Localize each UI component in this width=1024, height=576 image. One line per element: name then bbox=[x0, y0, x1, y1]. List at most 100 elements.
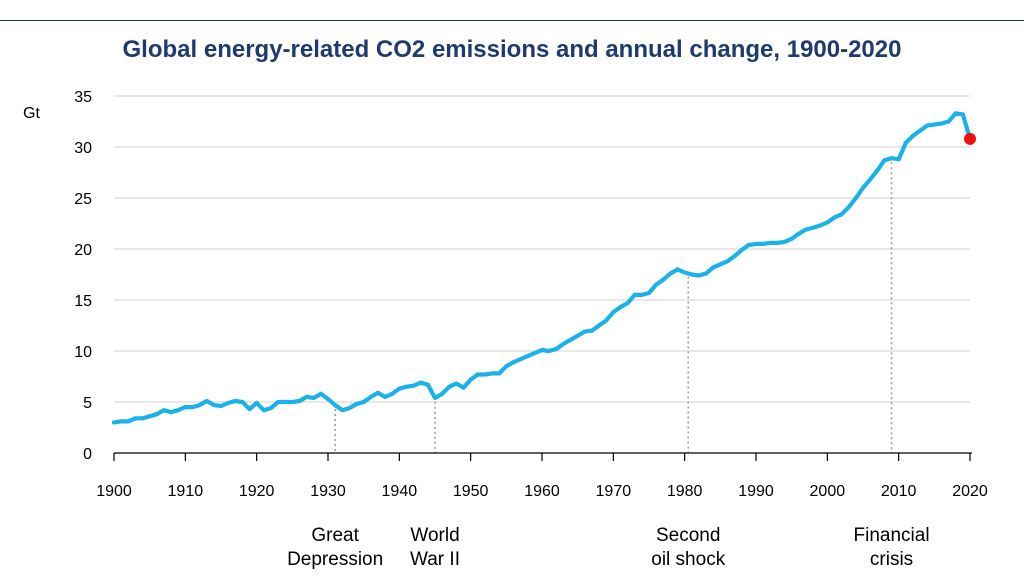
y-axis-unit-label: Gt bbox=[23, 105, 40, 122]
data-point-1908 bbox=[169, 410, 174, 415]
data-point-2015 bbox=[932, 122, 937, 127]
annotation-financial-crisis: Financial crisis bbox=[854, 525, 930, 570]
data-point-1966 bbox=[582, 329, 587, 334]
data-point-1913 bbox=[204, 398, 209, 403]
data-point-1928 bbox=[311, 395, 316, 400]
data-point-1947 bbox=[447, 384, 452, 389]
data-point-1992 bbox=[768, 240, 773, 245]
annotation-financial-crisis-line-2: crisis bbox=[870, 549, 913, 570]
data-point-1994 bbox=[782, 239, 787, 244]
data-point-1925 bbox=[290, 400, 295, 404]
event-marker-lines bbox=[334, 162, 893, 453]
x-tick-label-2000: 2000 bbox=[810, 483, 846, 500]
data-point-1917 bbox=[233, 398, 238, 403]
annotation-great-depression-line-2: Depression bbox=[287, 549, 383, 570]
data-point-1996 bbox=[796, 231, 801, 236]
data-point-1912 bbox=[197, 403, 202, 408]
data-point-1902 bbox=[126, 419, 131, 424]
data-point-1965 bbox=[575, 333, 580, 338]
y-tick-label-0: 0 bbox=[83, 446, 92, 463]
data-point-1923 bbox=[276, 400, 281, 404]
data-point-1919 bbox=[247, 407, 252, 412]
data-point-1977 bbox=[661, 277, 666, 282]
data-point-1987 bbox=[732, 254, 737, 259]
x-tick-label-1950: 1950 bbox=[453, 483, 489, 500]
data-point-1920 bbox=[254, 401, 259, 406]
data-point-1946 bbox=[440, 391, 445, 396]
annotation-second-oil-shock-line-2: oil shock bbox=[651, 549, 725, 570]
data-point-2014 bbox=[925, 123, 930, 128]
data-point-2002 bbox=[839, 212, 844, 217]
data-point-1975 bbox=[647, 290, 651, 295]
data-point-1936 bbox=[368, 394, 373, 399]
data-point-1901 bbox=[119, 419, 124, 424]
y-tick-label-30: 30 bbox=[74, 140, 92, 157]
annotation-world-war-ii-line-2: War II bbox=[410, 549, 460, 570]
data-point-1926 bbox=[297, 398, 302, 403]
annotation-great-depression: Great Depression bbox=[287, 525, 383, 570]
data-point-1969 bbox=[604, 318, 609, 323]
data-point-1918 bbox=[240, 400, 245, 404]
data-point-1967 bbox=[589, 328, 594, 333]
y-tick-label-20: 20 bbox=[74, 242, 92, 259]
gridlines bbox=[114, 95, 970, 403]
annotation-second-oil-shock: Second oil shock bbox=[651, 525, 725, 570]
data-point-2012 bbox=[910, 133, 915, 138]
event-annotations: Great Depression World War II Second oil shoc… bbox=[287, 525, 929, 570]
data-point-1945 bbox=[433, 395, 437, 400]
data-point-1900 bbox=[112, 420, 116, 425]
data-point-1940 bbox=[397, 386, 402, 391]
annotation-financial-crisis-line-1: Financial bbox=[854, 525, 930, 546]
data-point-1924 bbox=[283, 400, 288, 404]
data-point-1910 bbox=[183, 405, 188, 410]
y-tick-label-15: 15 bbox=[74, 293, 92, 310]
annotation-second-oil-shock-line-1: Second bbox=[656, 525, 720, 546]
data-point-1904 bbox=[140, 416, 145, 421]
data-point-2001 bbox=[832, 215, 837, 220]
data-point-1983 bbox=[704, 271, 709, 276]
data-point-1972 bbox=[625, 301, 630, 306]
data-point-1956 bbox=[511, 360, 516, 365]
data-point-1973 bbox=[632, 292, 637, 297]
data-point-1930 bbox=[326, 396, 330, 401]
data-point-2009 bbox=[889, 156, 894, 161]
x-tick-label-2020: 2020 bbox=[952, 483, 988, 500]
data-point-2003 bbox=[846, 205, 851, 210]
data-point-1984 bbox=[711, 265, 716, 270]
x-tick-label-1920: 1920 bbox=[239, 483, 275, 500]
data-point-1948 bbox=[454, 381, 459, 386]
data-point-1903 bbox=[133, 416, 138, 421]
x-tick-label-1990: 1990 bbox=[738, 483, 774, 500]
x-tick-label-1940: 1940 bbox=[382, 483, 418, 500]
data-point-1907 bbox=[161, 408, 166, 413]
axes: 0 5 10 15 20 25 30 35 1900 1910 1920 1930 1940 1950 19… bbox=[74, 89, 988, 500]
annotation-great-depression-line-1: Great bbox=[311, 525, 359, 546]
data-point-1976 bbox=[654, 282, 659, 287]
data-point-1962 bbox=[554, 346, 559, 351]
series-line-emissions bbox=[111, 111, 973, 425]
data-point-1959 bbox=[532, 351, 537, 356]
data-point-2017 bbox=[946, 119, 951, 124]
x-tick-label-1900: 1900 bbox=[96, 483, 132, 500]
data-point-1949 bbox=[461, 385, 466, 390]
data-point-1953 bbox=[490, 371, 495, 376]
data-point-2016 bbox=[939, 121, 944, 126]
data-point-1968 bbox=[597, 323, 602, 328]
x-tick-label-1970: 1970 bbox=[596, 483, 632, 500]
y-tick-label-35: 35 bbox=[74, 89, 92, 106]
data-point-1943 bbox=[418, 380, 423, 385]
x-tick-label-1980: 1980 bbox=[667, 483, 703, 500]
data-point-1989 bbox=[746, 242, 751, 247]
data-point-1990 bbox=[754, 241, 758, 246]
top-rule bbox=[0, 20, 1024, 21]
data-point-1974 bbox=[639, 292, 644, 297]
data-point-1941 bbox=[404, 384, 409, 389]
data-point-1958 bbox=[525, 354, 530, 359]
y-tick-label-5: 5 bbox=[83, 395, 92, 412]
data-point-1964 bbox=[568, 337, 573, 342]
data-point-2000 bbox=[825, 220, 830, 225]
data-point-1939 bbox=[390, 391, 395, 396]
data-point-1955 bbox=[504, 364, 509, 369]
data-point-1935 bbox=[361, 400, 366, 404]
